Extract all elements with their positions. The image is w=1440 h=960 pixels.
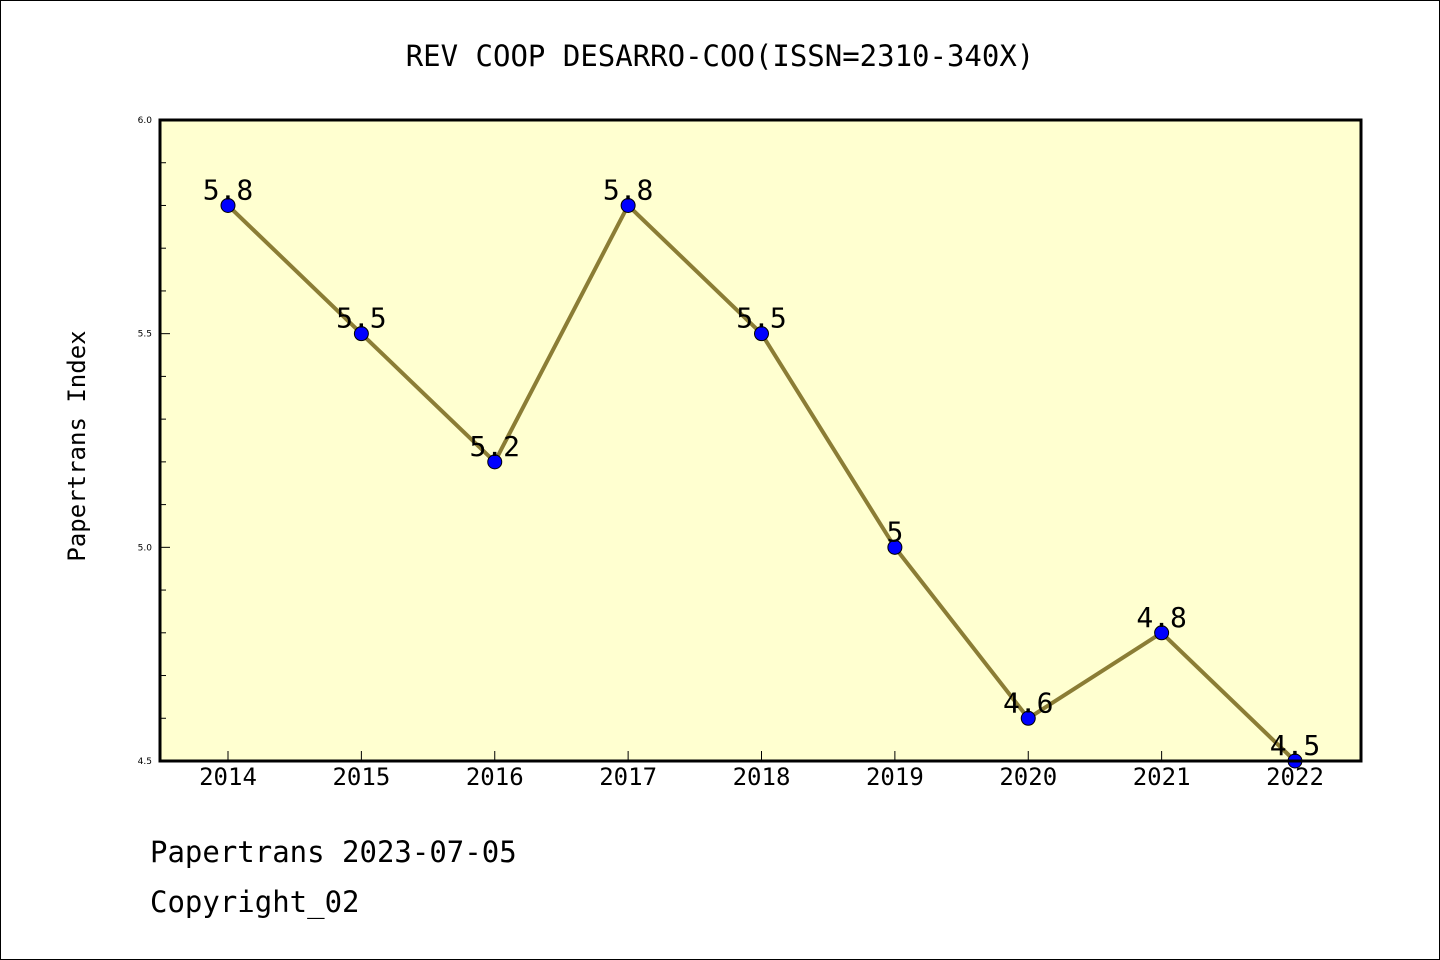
- data-point: [353, 326, 369, 342]
- x-tick-label: 2021: [1133, 763, 1191, 791]
- copyright-label: Copyright_02: [150, 885, 360, 919]
- x-tick-label: 2020: [999, 763, 1057, 791]
- x-tick-label: 2015: [332, 763, 390, 791]
- data-point: [754, 326, 769, 342]
- data-label: 5.2: [469, 430, 520, 463]
- data-label: 4.8: [1136, 601, 1187, 634]
- data-point: [1154, 625, 1170, 641]
- x-tick-label: 2016: [466, 763, 524, 791]
- data-point: [887, 539, 903, 555]
- data-label: 5: [886, 515, 903, 548]
- data-point: [620, 197, 636, 213]
- x-tick-label: 2019: [866, 763, 924, 791]
- data-point: [220, 197, 236, 213]
- y-tick-label: 4.5: [138, 757, 152, 767]
- plot-border: [158, 118, 1363, 763]
- y-axis-label: Papertrans Index: [63, 330, 91, 561]
- x-tick-label: 2017: [599, 763, 657, 791]
- data-label: 5.5: [336, 302, 387, 335]
- data-label: 5.8: [203, 173, 254, 206]
- data-point: [487, 454, 503, 470]
- y-tick-label: 6.0: [138, 116, 153, 126]
- source-date-label: Papertrans 2023-07-05: [150, 835, 517, 869]
- x-tick-label: 2014: [199, 763, 257, 791]
- y-tick-label: 5.5: [138, 330, 152, 340]
- data-label: 5.5: [736, 302, 787, 335]
- data-point: [1020, 710, 1036, 726]
- x-tick-label: 2018: [733, 763, 791, 791]
- data-label: 4.6: [1003, 686, 1054, 719]
- data-label: 5.8: [603, 173, 654, 206]
- data-label: 4.5: [1270, 729, 1321, 762]
- chart-title: REV COOP DESARRO-COO(ISSN=2310-340X): [406, 39, 1035, 73]
- plot-area: [160, 120, 1361, 761]
- y-tick-label: 5.0: [138, 543, 153, 553]
